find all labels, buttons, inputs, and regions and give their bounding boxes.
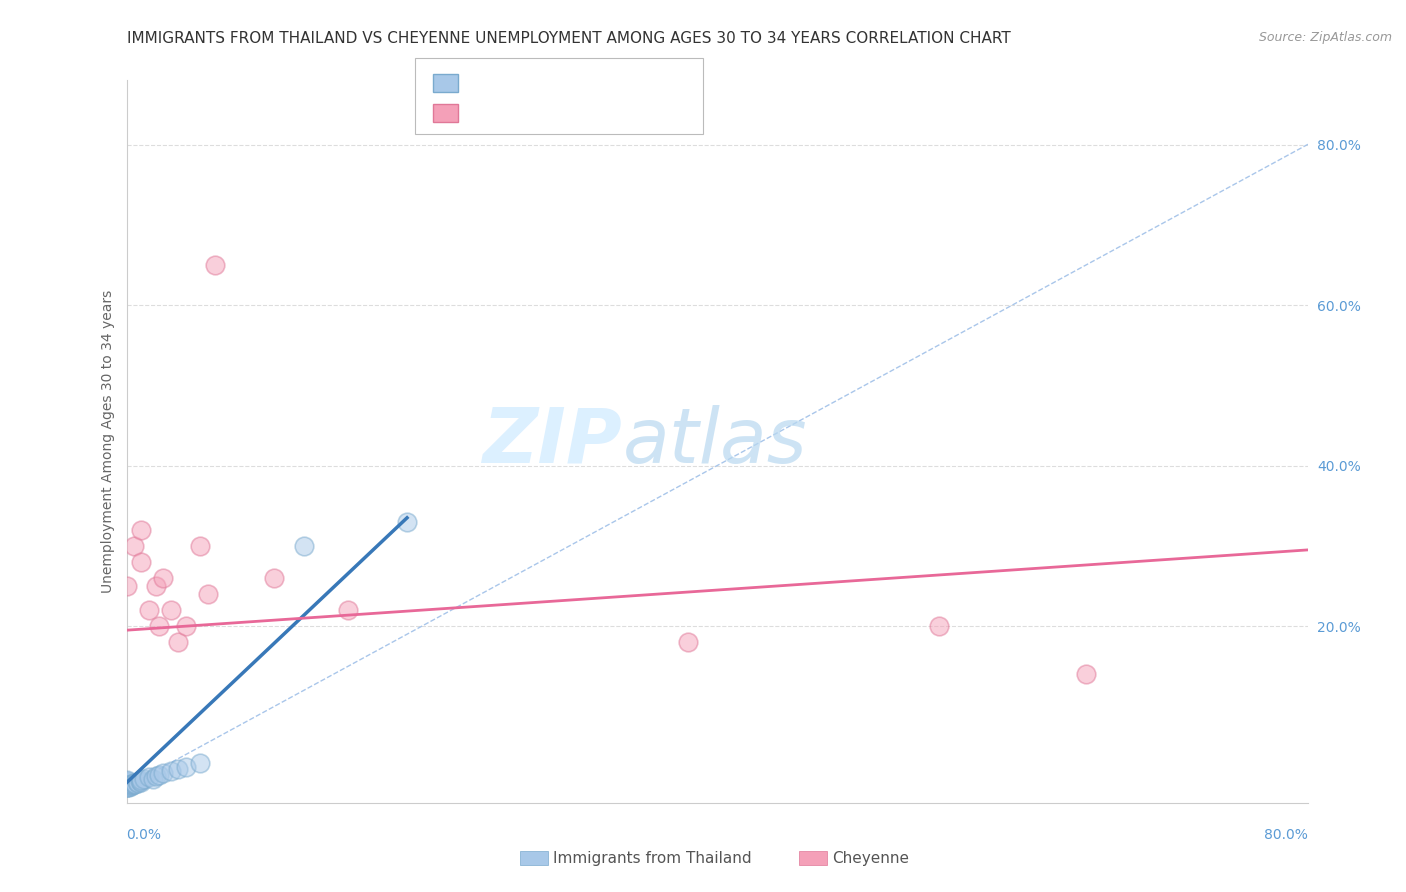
Text: R = 0.182   N = 19: R = 0.182 N = 19 xyxy=(467,105,612,120)
Point xyxy=(115,776,138,790)
Point xyxy=(197,587,219,601)
Point xyxy=(129,555,153,569)
Point xyxy=(138,603,160,617)
Point xyxy=(128,774,150,789)
Point xyxy=(204,258,226,272)
Point xyxy=(115,776,138,790)
Point xyxy=(115,773,138,788)
Point xyxy=(263,571,285,585)
Point xyxy=(337,603,360,617)
Text: 80.0%: 80.0% xyxy=(1264,828,1308,842)
Point xyxy=(115,777,138,791)
Point xyxy=(115,778,138,792)
Point xyxy=(142,772,165,786)
Point xyxy=(145,579,167,593)
Point xyxy=(396,515,419,529)
Point xyxy=(127,776,149,790)
Point xyxy=(118,780,141,794)
Point xyxy=(148,619,170,633)
Text: 0.0%: 0.0% xyxy=(127,828,162,842)
Point xyxy=(676,635,699,649)
Point xyxy=(129,775,153,789)
Point xyxy=(145,768,167,782)
Point xyxy=(120,779,142,793)
Point xyxy=(122,777,145,791)
Point xyxy=(115,780,138,794)
Text: atlas: atlas xyxy=(623,405,807,478)
Text: ZIP: ZIP xyxy=(482,405,623,478)
Point xyxy=(148,767,170,781)
Text: Immigrants from Thailand: Immigrants from Thailand xyxy=(553,851,751,865)
Point xyxy=(188,539,212,553)
Point xyxy=(152,766,174,780)
Text: Source: ZipAtlas.com: Source: ZipAtlas.com xyxy=(1258,31,1392,45)
Point xyxy=(138,770,160,784)
Y-axis label: Unemployment Among Ages 30 to 34 years: Unemployment Among Ages 30 to 34 years xyxy=(101,290,115,593)
Point xyxy=(129,523,153,537)
Point xyxy=(125,775,148,789)
Point xyxy=(122,776,145,790)
Point xyxy=(115,780,138,794)
Point xyxy=(160,764,183,778)
Text: R = 0.648   N = 36: R = 0.648 N = 36 xyxy=(467,75,612,89)
Point xyxy=(121,778,143,792)
Point xyxy=(160,603,183,617)
Point xyxy=(167,635,190,649)
Point xyxy=(188,756,212,770)
Point xyxy=(115,780,138,794)
Point xyxy=(152,571,174,585)
Point xyxy=(129,773,153,788)
Point xyxy=(928,619,950,633)
Point xyxy=(115,579,138,593)
Point xyxy=(124,776,146,790)
Text: IMMIGRANTS FROM THAILAND VS CHEYENNE UNEMPLOYMENT AMONG AGES 30 TO 34 YEARS CORR: IMMIGRANTS FROM THAILAND VS CHEYENNE UNE… xyxy=(127,31,1011,46)
Point xyxy=(120,777,142,791)
Point xyxy=(167,762,190,776)
Point xyxy=(115,774,138,789)
Point xyxy=(174,760,197,774)
Text: Cheyenne: Cheyenne xyxy=(832,851,910,865)
Point xyxy=(174,619,197,633)
Point xyxy=(292,539,315,553)
Point xyxy=(118,778,141,792)
Point xyxy=(134,772,156,786)
Point xyxy=(1076,667,1098,681)
Point xyxy=(115,775,138,789)
Point xyxy=(121,776,143,790)
Point xyxy=(122,539,145,553)
